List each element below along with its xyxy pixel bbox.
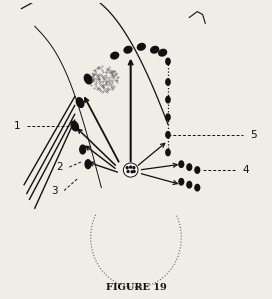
Text: FIGURE 19: FIGURE 19 [106,283,166,292]
Text: 5: 5 [251,130,257,140]
Ellipse shape [131,171,133,173]
Text: 4: 4 [243,165,249,175]
Ellipse shape [130,166,132,168]
Ellipse shape [80,145,86,154]
Ellipse shape [111,52,119,59]
Ellipse shape [85,160,91,169]
Ellipse shape [187,181,192,188]
Ellipse shape [195,184,200,191]
Ellipse shape [187,164,192,170]
Ellipse shape [166,149,170,156]
Ellipse shape [166,79,170,85]
Ellipse shape [133,167,135,169]
Ellipse shape [166,114,170,120]
Text: 2: 2 [56,162,63,172]
Ellipse shape [159,49,166,56]
Ellipse shape [166,58,170,65]
Ellipse shape [179,161,184,167]
Ellipse shape [137,43,145,50]
Ellipse shape [166,96,170,103]
Ellipse shape [127,170,129,173]
Ellipse shape [133,170,135,173]
Ellipse shape [84,74,92,84]
Ellipse shape [126,167,128,169]
Ellipse shape [179,179,184,185]
Text: 3: 3 [51,186,57,196]
Text: 1: 1 [13,121,20,131]
Ellipse shape [166,132,170,138]
Ellipse shape [76,98,84,107]
Ellipse shape [124,46,132,53]
Ellipse shape [195,167,200,173]
Ellipse shape [123,163,138,177]
Ellipse shape [151,46,159,53]
Ellipse shape [71,121,78,131]
